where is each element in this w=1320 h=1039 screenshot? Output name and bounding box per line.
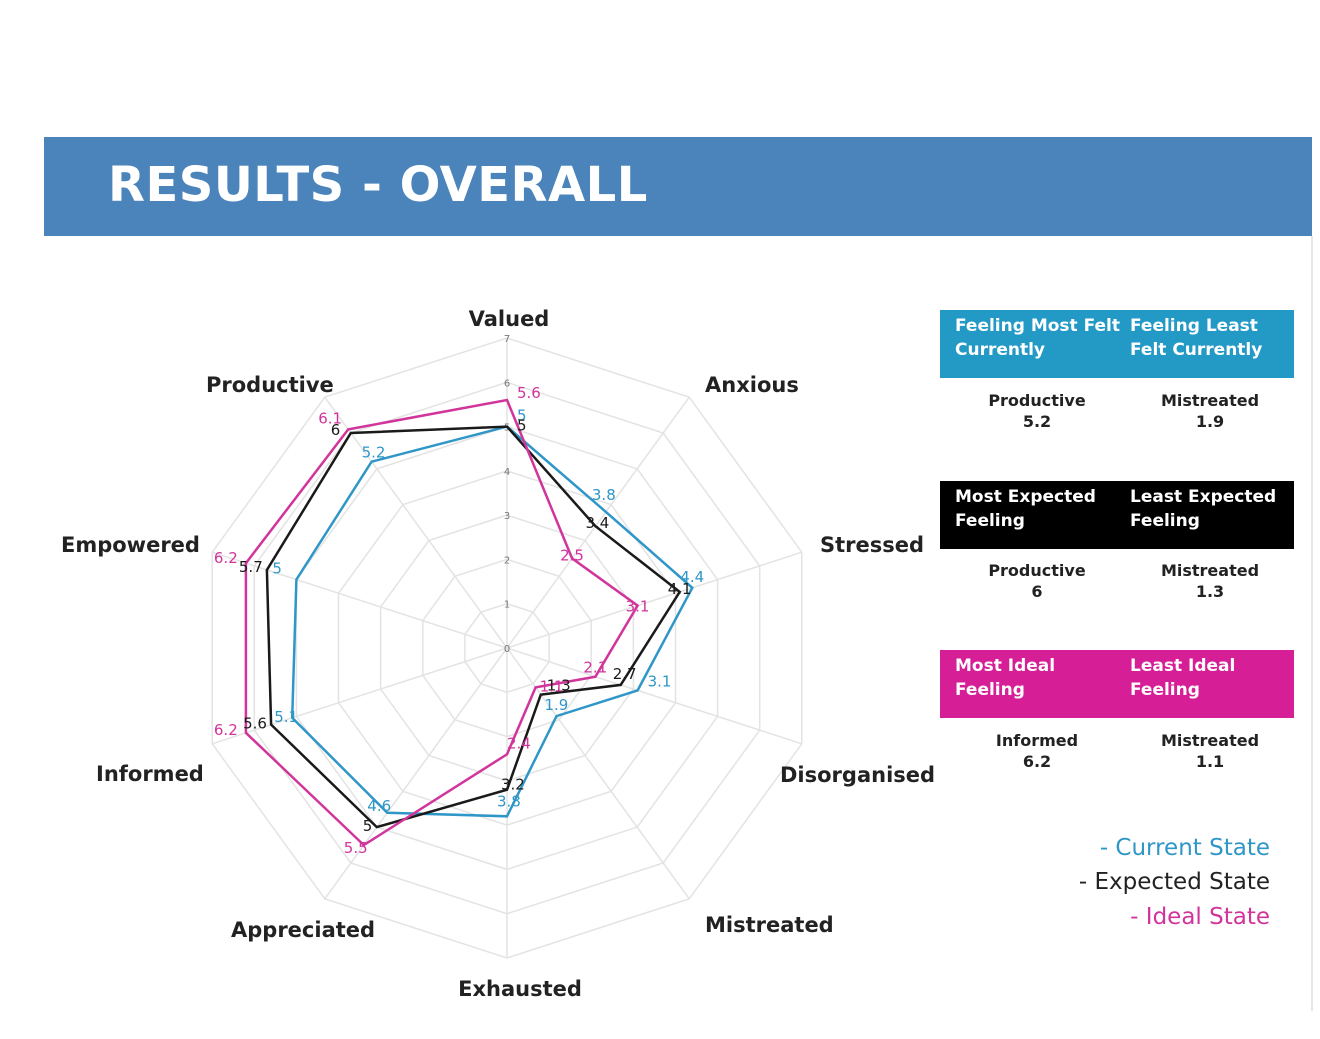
data-label-ideal-state-7: 6.2 <box>214 721 238 739</box>
current-most-label: Productive <box>988 391 1086 410</box>
data-label-current-state-7: 5.1 <box>274 708 298 726</box>
results-header: RESULTS - OVERALL <box>44 137 1312 236</box>
ideal-least-number: 1.1 <box>1195 752 1225 771</box>
ideal-least-label: Mistreated <box>1160 731 1260 750</box>
grid-spoke-8 <box>211 551 508 649</box>
tick-label-6: 6 <box>504 378 510 389</box>
data-label-current-state-5: 3.8 <box>497 792 521 810</box>
data-label-expected-state-8: 5.7 <box>239 558 263 576</box>
grid-spoke-7 <box>211 647 508 745</box>
data-label-current-state-8: 5 <box>272 560 282 578</box>
current-least-number: 1.9 <box>1195 412 1225 431</box>
data-label-ideal-state-2: 3.1 <box>626 598 650 616</box>
grid-spoke-2 <box>506 551 803 649</box>
axis-label-productive: Productive <box>206 373 334 397</box>
ideal-most-value: Informed 6.2 <box>957 730 1117 772</box>
tick-label-2: 2 <box>504 555 510 566</box>
legend-expected-state: - Expected State <box>1078 869 1270 895</box>
current-least-value: Mistreated 1.9 <box>1130 390 1290 432</box>
expected-least-number: 1.3 <box>1195 582 1225 601</box>
data-label-ideal-state-5: 2.4 <box>507 734 531 752</box>
expected-least-header: Least Expected Feeling <box>1130 487 1277 531</box>
ideal-least-value: Mistreated 1.1 <box>1130 730 1290 772</box>
axis-label-mistreated: Mistreated <box>705 913 834 937</box>
page-title: RESULTS - OVERALL <box>108 157 648 213</box>
data-label-current-state-3: 3.1 <box>648 672 672 690</box>
current-most-header: Feeling Most Felt Currently <box>955 316 1120 360</box>
tick-label-4: 4 <box>504 467 510 478</box>
data-label-ideal-state-0: 5.6 <box>517 384 541 402</box>
data-label-current-state-2: 4.4 <box>680 568 704 586</box>
axis-label-empowered: Empowered <box>61 533 200 557</box>
expected-least-label: Mistreated <box>1160 561 1260 580</box>
data-label-expected-state-7: 5.6 <box>243 715 267 733</box>
axis-label-disorganised: Disorganised <box>780 763 935 787</box>
axis-label-stressed: Stressed <box>820 533 924 557</box>
data-label-ideal-state-1: 2.5 <box>560 546 584 564</box>
data-label-ideal-state-6: 5.5 <box>344 839 368 857</box>
current-least-label: Mistreated <box>1160 391 1260 410</box>
axis-label-exhausted: Exhausted <box>458 977 582 1001</box>
grid-spoke-6 <box>324 647 508 900</box>
expected-most-header: Most Expected Feeling <box>955 487 1096 531</box>
tick-label-0: 0 <box>504 644 510 655</box>
axis-label-valued: Valued <box>469 307 550 331</box>
ideal-summary-header: Most Ideal Feeling Least Ideal Feeling <box>940 650 1294 718</box>
ideal-most-number: 6.2 <box>1022 752 1052 771</box>
grid-spoke-3 <box>506 647 803 745</box>
expected-least-value: Mistreated 1.3 <box>1130 560 1290 602</box>
grid-spoke-4 <box>506 647 690 900</box>
legend-ideal-state: - Ideal State <box>1130 904 1270 930</box>
grid-spoke-1 <box>506 396 690 649</box>
current-most-number: 5.2 <box>1022 412 1052 431</box>
data-label-expected-state-3: 2.7 <box>613 665 637 683</box>
data-label-expected-state-6: 5 <box>363 817 373 835</box>
current-least-header: Feeling Least Felt Currently <box>1130 316 1263 360</box>
data-label-ideal-state-4: 1.1 <box>540 677 564 695</box>
ideal-summary-values: Informed 6.2 Mistreated 1.1 <box>940 730 1294 780</box>
data-label-expected-state-4: 1.3 <box>547 677 571 695</box>
axis-label-anxious: Anxious <box>705 373 799 397</box>
series-current-state <box>290 425 694 818</box>
tick-label-7: 7 <box>504 334 510 345</box>
data-label-current-state-9: 5.2 <box>362 444 386 462</box>
data-label-ideal-state-9: 6.1 <box>318 409 342 427</box>
tick-label-1: 1 <box>504 600 510 611</box>
data-label-expected-state-0: 5 <box>517 417 527 435</box>
current-most-value: Productive 5.2 <box>957 390 1117 432</box>
series-expected-state <box>265 425 682 829</box>
data-label-expected-state-2: 4.1 <box>668 580 692 598</box>
data-label-current-state-1: 3.8 <box>592 486 616 504</box>
ideal-least-header: Least Ideal Feeling <box>1130 656 1236 700</box>
tick-label-3: 3 <box>504 511 510 522</box>
right-divider <box>1311 236 1313 1011</box>
current-summary-values: Productive 5.2 Mistreated 1.9 <box>940 390 1294 440</box>
legend-current-state: - Current State <box>1099 835 1270 861</box>
data-label-ideal-state-8: 6.2 <box>214 549 238 567</box>
data-label-expected-state-9: 6 <box>331 421 341 439</box>
axis-label-appreciated: Appreciated <box>231 918 375 942</box>
grid-spoke-9 <box>324 396 508 649</box>
ideal-most-label: Informed <box>995 731 1079 750</box>
data-label-current-state-6: 4.6 <box>367 797 391 815</box>
expected-summary-values: Productive 6 Mistreated 1.3 <box>940 560 1294 610</box>
ideal-most-header: Most Ideal Feeling <box>955 656 1056 700</box>
expected-most-value: Productive 6 <box>957 560 1117 602</box>
axis-label-informed: Informed <box>96 762 204 786</box>
expected-most-label: Productive <box>988 561 1086 580</box>
data-label-ideal-state-3: 2.1 <box>583 659 607 677</box>
expected-summary-header: Most Expected Feeling Least Expected Fee… <box>940 481 1294 549</box>
data-label-expected-state-1: 3.4 <box>586 514 610 532</box>
series-ideal-state <box>244 398 640 847</box>
current-summary-header: Feeling Most Felt Currently Feeling Leas… <box>940 310 1294 378</box>
data-label-current-state-0: 5 <box>517 407 527 425</box>
data-label-expected-state-5: 3.2 <box>501 776 525 794</box>
expected-most-number: 6 <box>1031 582 1043 601</box>
data-label-current-state-4: 1.9 <box>545 696 569 714</box>
